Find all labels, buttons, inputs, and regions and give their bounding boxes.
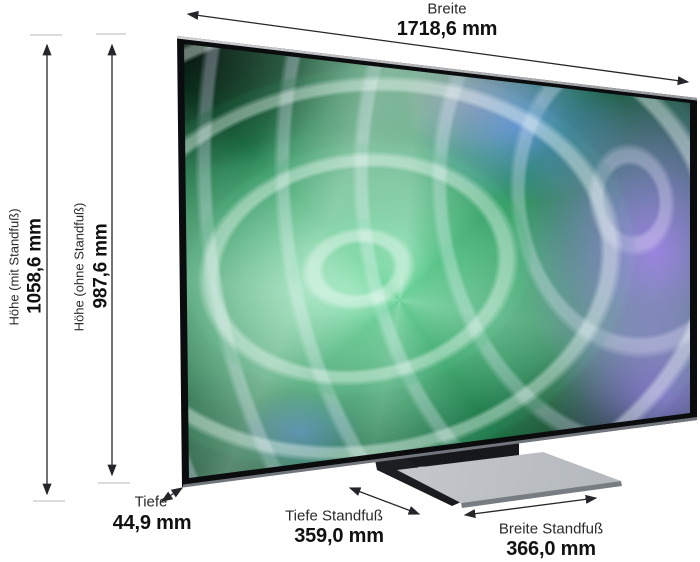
width-value: 1718,6 mm [396,18,498,40]
height-with-stand-label: Höhe (mit Standfuß) [6,208,22,326]
depth-value: 44,9 mm [112,512,192,534]
height-without-stand-label: Höhe (ohne Standfuß) [71,202,87,332]
stand-depth-value: 359,0 mm [294,525,384,547]
stand-width-value: 366,0 mm [506,538,596,560]
stand-width-label: Breite Standfuß [498,520,604,538]
depth-label: Tiefe [134,493,168,511]
height-with-stand-value: 1058,6 mm [24,218,46,314]
width-label: Breite [427,0,467,18]
stand-depth-label: Tiefe Standfuß [285,507,383,525]
height-without-stand-value: 987,6 mm [90,223,112,309]
